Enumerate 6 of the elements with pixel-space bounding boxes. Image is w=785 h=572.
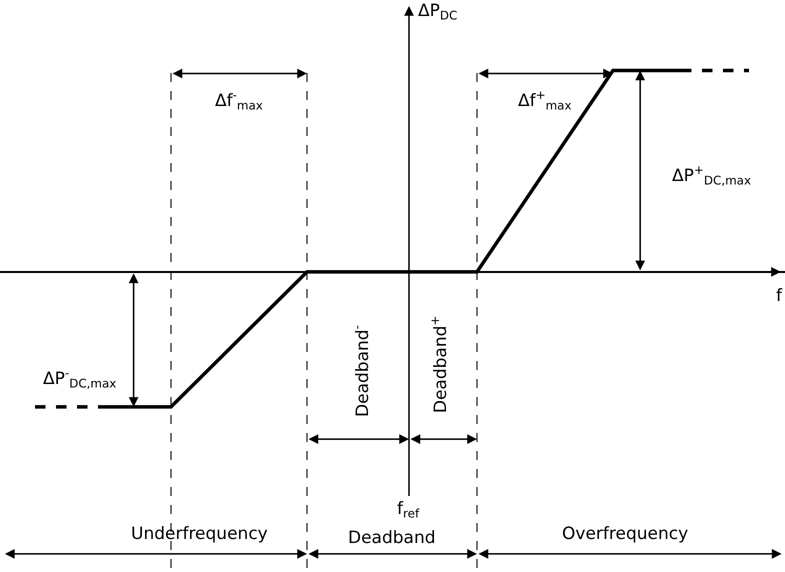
- text: f$_{ref}$: [397, 499, 420, 521]
- text: Deadband: [348, 528, 436, 548]
- x-axis-title: f: [776, 286, 783, 306]
- text: Underfrequency: [131, 524, 268, 544]
- y-axis-title: ΔP$_{DC}$: [418, 1, 458, 23]
- text: Overfrequency: [562, 524, 688, 544]
